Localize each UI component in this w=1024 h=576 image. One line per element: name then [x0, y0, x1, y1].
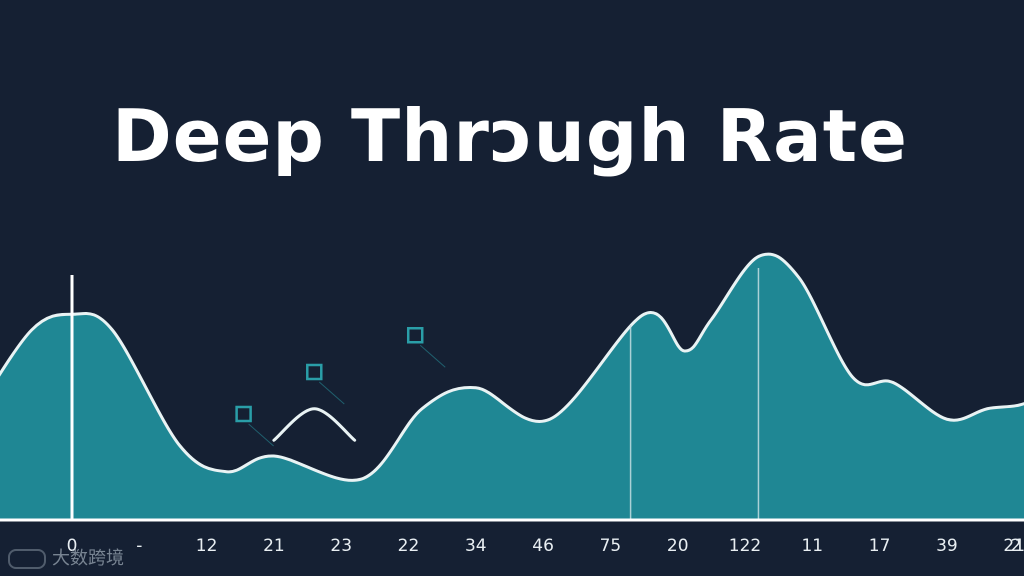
marker-leader-line	[318, 381, 345, 405]
x-tick-label: 22	[398, 536, 420, 556]
area-fill	[0, 253, 1024, 519]
data-marker	[406, 327, 424, 344]
watermark: 大数跨境	[8, 544, 124, 570]
x-tick-label: 75	[600, 536, 622, 556]
marker-leader-line	[248, 423, 274, 447]
chart-title: Deep Thrɔugh Rate	[112, 94, 908, 178]
x-tick-label: 21	[1003, 536, 1024, 556]
marker-leader-line	[419, 344, 446, 368]
secondary-curve	[272, 407, 357, 442]
x-tick-label: 39	[936, 536, 958, 556]
x-tick-label: -	[136, 536, 142, 556]
x-tick-label: 2	[1011, 536, 1022, 556]
x-tick-label: 11	[801, 536, 823, 556]
x-tick-label: 122	[729, 536, 761, 556]
watermark-logo-icon	[8, 549, 46, 569]
data-marker	[306, 363, 323, 381]
x-tick-label: 46	[532, 536, 554, 556]
x-tick-label: 17	[869, 536, 891, 556]
x-tick-label: 21	[263, 536, 285, 556]
x-tick-label: 34	[465, 536, 487, 556]
x-tick-label: 23	[330, 536, 352, 556]
data-marker	[235, 405, 252, 423]
x-tick-label: 12	[196, 536, 218, 556]
x-tick-label: 0	[67, 536, 78, 556]
area-line	[0, 252, 1024, 482]
x-tick-label: 20	[667, 536, 689, 556]
watermark-text: 大数跨境	[52, 548, 124, 569]
